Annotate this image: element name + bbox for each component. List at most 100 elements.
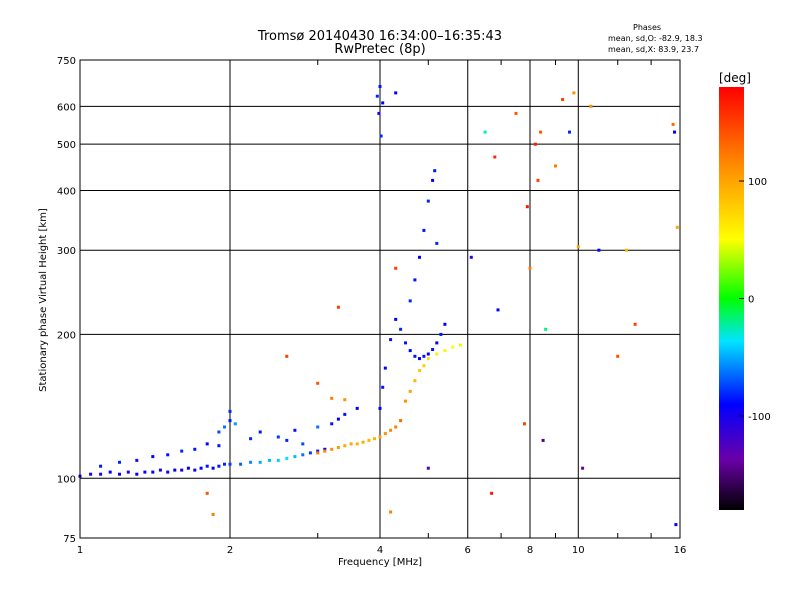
data-point [383,432,387,436]
data-point [89,472,93,476]
data-point [458,343,462,347]
data-point [404,341,407,345]
y-tick-label: 600 [57,102,76,113]
data-point [496,308,500,312]
data-point [223,425,226,429]
data-point [193,468,197,472]
data-point [355,406,359,410]
data-point [533,142,537,146]
data-point [223,462,226,466]
data-point [671,122,675,126]
data-point [378,435,382,439]
y-tick-label: 300 [57,246,76,257]
data-point [413,354,417,358]
data-point [377,111,381,115]
y-tick-label: 750 [57,56,76,67]
data-point [355,442,359,446]
data-point [367,438,371,442]
data-point [249,437,253,441]
data-point [135,458,139,462]
data-point [233,422,237,426]
data-point [443,322,447,326]
data-point [378,406,382,410]
data-point [276,435,280,439]
data-point [433,169,437,173]
data-point [151,470,155,474]
data-point [378,85,382,88]
data-point [336,417,340,421]
data-point [431,178,435,182]
phase-stats-o: mean, sd,O: -82.9, 18.3 [608,34,703,43]
data-point [330,422,334,426]
x-tick-label: 2 [227,545,233,556]
data-point [217,430,221,434]
data-point [316,451,320,455]
data-point [285,457,289,460]
data-point [539,130,543,134]
data-point [180,449,184,453]
x-tick-label: 10 [572,545,585,556]
data-point [389,510,393,514]
data-point [217,444,221,448]
data-point [375,94,379,98]
data-point [99,472,103,476]
data-point [422,364,426,368]
y-ticks: 75 100 200 300 400 500 600 750 [57,56,76,545]
y-tick-label: 75 [63,534,76,545]
data-point [316,449,320,453]
data-point [554,164,557,168]
data-point [205,442,209,446]
grid [80,60,680,538]
x-tick-label: 1 [77,545,83,556]
data-point [572,91,576,95]
data-point [118,472,121,476]
data-point [413,278,417,282]
data-point [528,266,532,270]
data-point [343,412,347,416]
data-point [330,396,334,400]
x-tick-label: 4 [377,545,383,556]
data-point [205,491,209,495]
data-point [308,451,312,455]
data-point [239,462,243,466]
data-point [173,468,177,472]
phase-stats-header: Phases [633,23,662,32]
x-tick-label: 16 [674,545,687,556]
data-point [268,458,271,462]
data-point [493,155,497,159]
colorbar-ticks: 100 0 -100 [739,177,771,423]
data-point [675,225,679,229]
data-point [126,470,130,474]
data-point [394,425,398,429]
data-point [336,305,340,309]
data-point [443,349,447,353]
plot-frame [79,59,681,539]
data-point [343,444,347,448]
data-point [166,470,170,474]
phase-stats-x: mean, sd,X: 83.9, 23.7 [608,45,699,54]
data-point [435,341,439,345]
data-point [581,466,585,470]
data-point [228,419,232,423]
data-point [399,419,403,423]
data-point [525,205,529,209]
data-point [381,101,385,105]
data-point [431,348,435,351]
data-point [316,381,320,385]
data-point [568,130,571,134]
data-point [394,266,398,270]
data-point [490,491,494,495]
data-point [108,470,112,474]
x-tick-label: 6 [465,545,471,556]
x-tick-label: 8 [527,545,533,556]
data-point [228,462,232,466]
data-point [422,228,426,232]
data-point [469,255,473,259]
data-point [418,369,421,373]
data-point [343,398,347,402]
data-point [180,468,184,472]
data-point [404,399,407,403]
data-point [597,248,601,252]
data-point [399,327,403,331]
